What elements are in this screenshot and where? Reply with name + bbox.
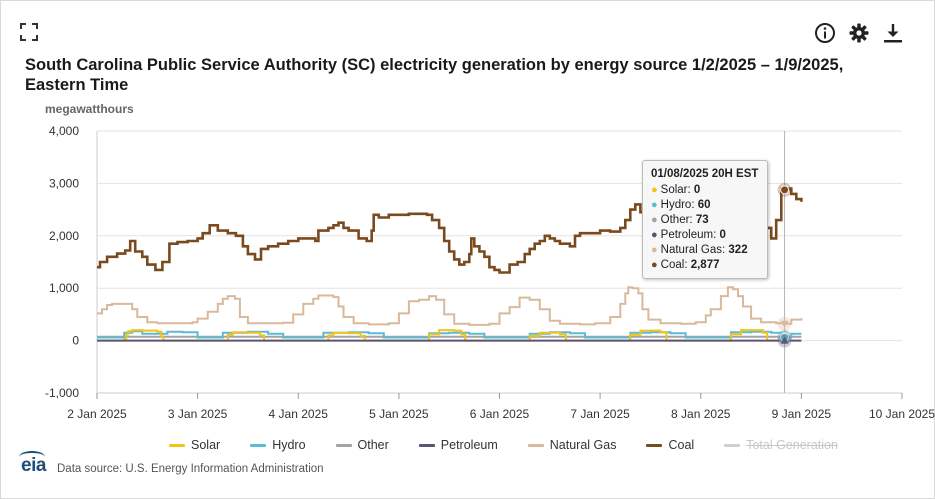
x-tick-label: 2 Jan 2025 [67,407,127,421]
chart-tooltip: 01/08/2025 20H EST ● Solar: 0 ● Hydro: 60 ● O… [642,160,768,279]
legend-label: Natural Gas [549,438,617,452]
legend-item-petroleum[interactable]: Petroleum [418,438,498,452]
tooltip-header: 01/08/2025 20H EST [651,168,759,180]
legend-label: Solar [191,438,221,452]
x-tick-label: 10 Jan 2025 [869,407,935,421]
tooltip-row: ● Solar: 0 [651,184,701,196]
y-tick-label: 3,000 [49,176,79,190]
tooltip-row-label: Coal [660,259,685,271]
download-icon[interactable] [882,22,904,44]
tooltip-row: ● Natural Gas: 322 [651,244,748,256]
y-axis-unit-label: megawatthours [45,102,134,116]
legend-swatch [250,443,267,447]
tooltip-dot-icon: ● [651,184,658,196]
legend-label: Petroleum [440,438,498,452]
legend-label: Other [357,438,389,452]
legend-item-total-generation[interactable]: Total Generation [724,438,838,452]
tooltip-row-value: 322 [728,244,748,256]
series-line-natural-gas [97,286,803,326]
tooltip-row-value: 2,877 [690,259,720,271]
y-tick-label: 0 [72,334,79,348]
data-source-text: Data source: U.S. Energy Information Adm… [57,463,324,475]
x-tick-label: 3 Jan 2025 [168,407,228,421]
tooltip-dot-icon: ● [651,214,658,226]
x-tick-label: 8 Jan 2025 [671,407,731,421]
series-line-solar [97,329,792,342]
x-tick-label: 7 Jan 2025 [570,407,630,421]
tooltip-row-label: Petroleum [660,229,714,241]
x-tick-label: 4 Jan 2025 [269,407,329,421]
tooltip-row-label: Hydro [660,199,692,211]
gear-icon[interactable] [848,22,870,44]
info-icon[interactable] [814,22,836,44]
chart-title: South Carolina Public Service Authority … [25,56,844,94]
tooltip-row: ● Petroleum: 0 [651,229,726,241]
legend-label: Total Generation [746,438,838,452]
y-tick-label: 4,000 [49,124,79,138]
legend-item-coal[interactable]: Coal [646,438,694,452]
expand-icon[interactable] [19,22,39,42]
legend-swatch [169,443,185,447]
tooltip-rows: ● Solar: 0 ● Hydro: 60 ● Other: 73 ● Petroleum:… [651,183,759,273]
legend-item-hydro[interactable]: Hydro [250,438,306,452]
tooltip-row-value: 60 [697,199,711,211]
chart-toolbar [814,22,904,44]
legend-item-other[interactable]: Other [335,438,389,452]
eia-logo: eia [19,451,46,477]
x-tick-label: 5 Jan 2025 [369,407,429,421]
tooltip-dot-icon: ● [651,259,658,271]
legend-swatch [418,443,435,447]
tooltip-row-label: Other [660,214,690,226]
y-tick-label: -1,000 [45,386,79,400]
y-tick-label: 1,000 [49,281,79,295]
y-tick-label: 2,000 [49,229,79,243]
legend-item-solar[interactable]: Solar [169,438,220,452]
tooltip-row: ● Hydro: 60 [651,199,711,211]
hover-marker-natural-gas [780,320,789,328]
x-tick-label: 9 Jan 2025 [772,407,832,421]
chart-legend: Solar Hydro Other Petroleum Natural Gas Coal T… [169,438,868,452]
x-tick-label: 6 Jan 2025 [470,407,530,421]
tooltip-row: ● Coal: 2,877 [651,259,720,271]
chart-plot: -1,000 0 1,000 2,000 3,000 4,000 2 Jan 2025 3 J… [45,124,935,421]
series-line-hydro [97,330,802,339]
tooltip-row: ● Other: 73 [651,214,709,226]
tooltip-row-label: Natural Gas [660,244,723,256]
tooltip-row-value: 0 [693,184,701,196]
legend-label: Hydro [272,438,306,452]
legend-item-natural-gas[interactable]: Natural Gas [527,438,617,452]
hover-marker-petroleum [780,336,789,344]
tooltip-row-value: 73 [695,214,709,226]
tooltip-dot-icon: ● [651,199,658,211]
legend-swatch [527,443,544,447]
tooltip-row-label: Solar [660,184,688,196]
tooltip-dot-icon: ● [651,244,658,256]
legend-swatch [724,443,741,447]
tooltip-row-value: 0 [719,229,726,241]
legend-swatch [646,443,663,447]
legend-swatch [335,443,352,447]
tooltip-dot-icon: ● [651,229,658,241]
legend-label: Coal [668,438,695,452]
hover-marker-coal [780,185,790,195]
